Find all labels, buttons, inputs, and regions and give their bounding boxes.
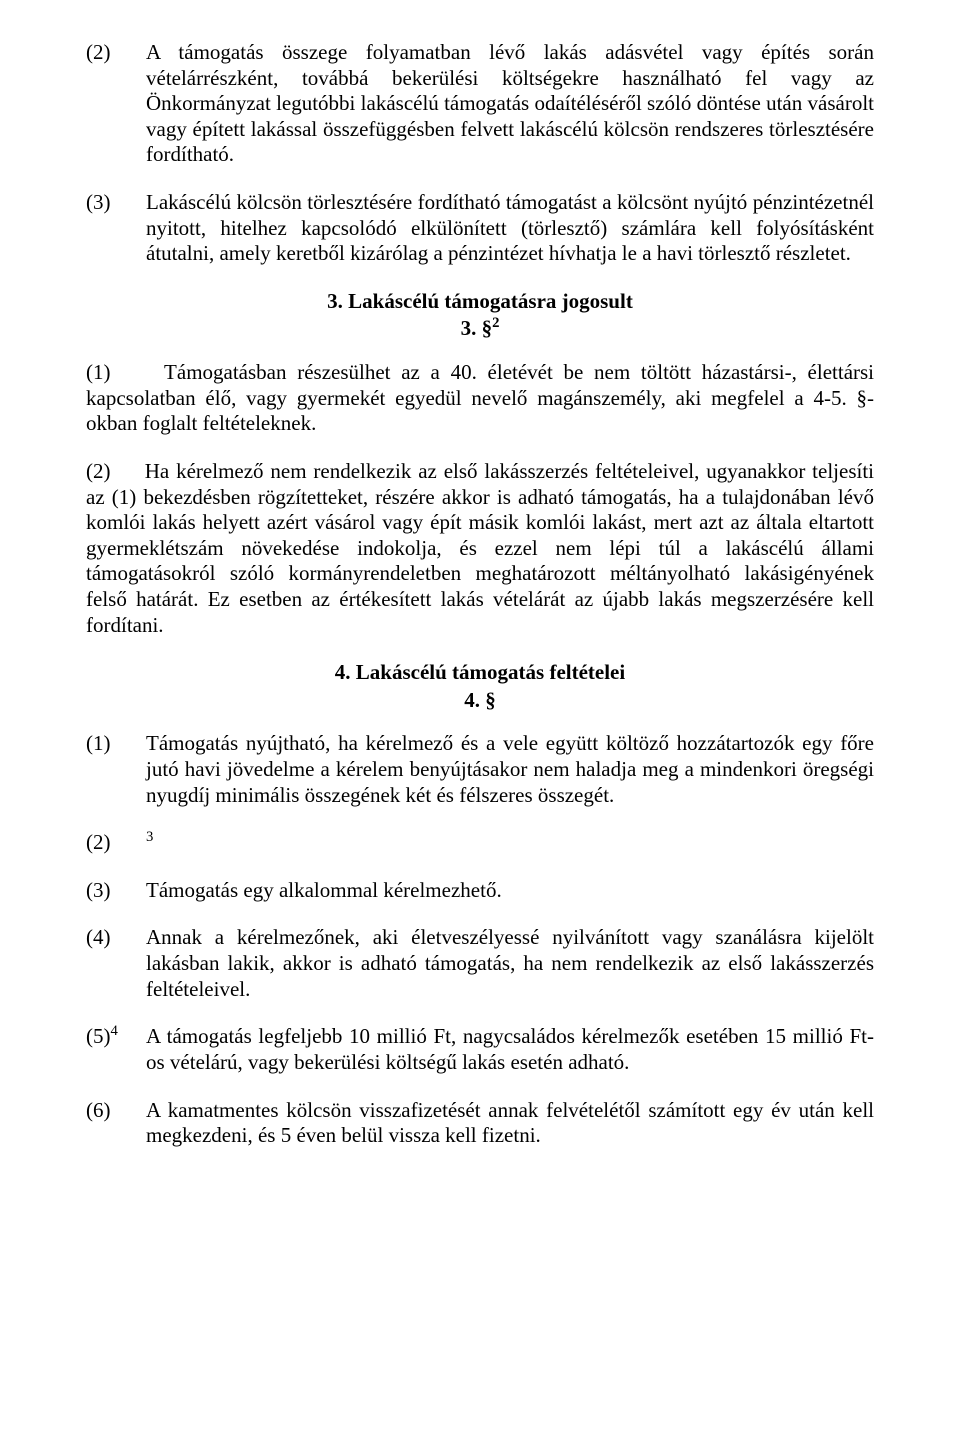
section-4-item-6-text: A kamatmentes kölcsön visszafizetését an… (146, 1098, 874, 1149)
section-4-item-3-num: (3) (86, 878, 146, 904)
section-4-item-4: (4) Annak a kérelmezőnek, aki életveszél… (86, 925, 874, 1002)
section-4-item-5: (5)4 A támogatás legfeljebb 10 millió Ft… (86, 1024, 874, 1075)
para-3-text: Lakáscélú kölcsön törlesztésére fordítha… (146, 190, 874, 267)
section-3-sub: 3. §2 (86, 316, 874, 342)
section-3-sub-text: 3. § (461, 316, 493, 340)
section-4-item-1-num: (1) (86, 731, 146, 808)
section-4-item-2-text: 3 (146, 830, 874, 856)
section-4-sub: 4. § (86, 688, 874, 714)
section-4-item-5-text: A támogatás legfeljebb 10 millió Ft, nag… (146, 1024, 874, 1075)
section-4-title: 4. Lakáscélú támogatás feltételei (86, 660, 874, 686)
para-2-number: (2) (86, 40, 146, 168)
para-3: (3) Lakáscélú kölcsön törlesztésére ford… (86, 190, 874, 267)
section-4-item-2-num: (2) (86, 830, 146, 856)
section-4-item-3: (3) Támogatás egy alkalommal kérelmezhet… (86, 878, 874, 904)
para-2-text: A támogatás összege folyamatban lévő lak… (146, 40, 874, 168)
section-4-item-2-sup: 3 (146, 829, 153, 845)
section-3-sub-sup: 2 (492, 315, 499, 331)
section-4-item-1: (1) Támogatás nyújtható, ha kérelmező és… (86, 731, 874, 808)
section-3-title: 3. Lakáscélú támogatásra jogosult (86, 289, 874, 315)
para-3-number: (3) (86, 190, 146, 267)
section-3-p2-num: (2) (86, 459, 111, 483)
section-3-p1-num: (1) (86, 360, 111, 384)
section-4-item-6-num: (6) (86, 1098, 146, 1149)
section-3-p1-text: Támogatásban részesülhet az a 40. életév… (86, 360, 874, 435)
section-3-p2: (2) Ha kérelmező nem rendelkezik az első… (86, 459, 874, 638)
section-4-item-6: (6) A kamatmentes kölcsön visszafizetésé… (86, 1098, 874, 1149)
para-2: (2) A támogatás összege folyamatban lévő… (86, 40, 874, 168)
section-4-item-5-num-sup: 4 (111, 1023, 118, 1039)
section-4-item-4-text: Annak a kérelmezőnek, aki életveszélyess… (146, 925, 874, 1002)
section-4-item-3-text: Támogatás egy alkalommal kérelmezhető. (146, 878, 874, 904)
section-4-item-5-num: (5)4 (86, 1024, 146, 1075)
section-3-p1: (1) Támogatásban részesülhet az a 40. él… (86, 360, 874, 437)
section-3-p2-text: Ha kérelmező nem rendelkezik az első lak… (86, 459, 874, 637)
section-4-item-1-text: Támogatás nyújtható, ha kérelmező és a v… (146, 731, 874, 808)
section-4-item-2: (2) 3 (86, 830, 874, 856)
section-4-item-4-num: (4) (86, 925, 146, 1002)
document-page: (2) A támogatás összege folyamatban lévő… (0, 0, 960, 1440)
